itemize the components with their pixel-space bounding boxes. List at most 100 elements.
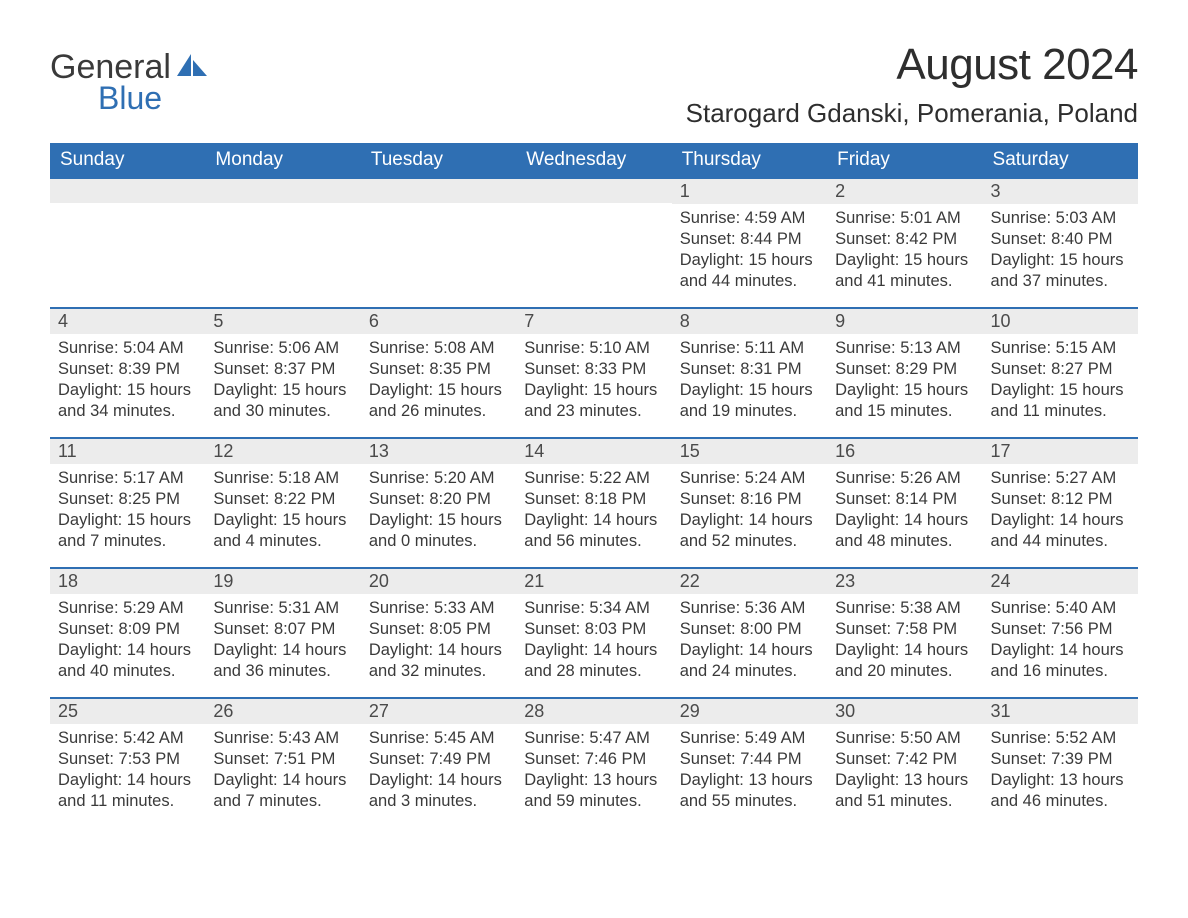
daylight-line: Daylight: 15 hours and 26 minutes. <box>369 380 508 422</box>
daylight-line: Daylight: 14 hours and 32 minutes. <box>369 640 508 682</box>
sunrise-line: Sunrise: 5:06 AM <box>213 338 352 359</box>
daylight-line: Daylight: 14 hours and 24 minutes. <box>680 640 819 682</box>
calendar-week-row: 11Sunrise: 5:17 AMSunset: 8:25 PMDayligh… <box>50 437 1138 567</box>
sunset-line: Sunset: 8:31 PM <box>680 359 819 380</box>
day-number: 16 <box>827 437 982 464</box>
calendar-cell: 20Sunrise: 5:33 AMSunset: 8:05 PMDayligh… <box>361 567 516 697</box>
day-details: Sunrise: 5:08 AMSunset: 8:35 PMDaylight:… <box>361 334 516 428</box>
day-number: 15 <box>672 437 827 464</box>
day-details: Sunrise: 5:22 AMSunset: 8:18 PMDaylight:… <box>516 464 671 558</box>
day-details: Sunrise: 5:15 AMSunset: 8:27 PMDaylight:… <box>983 334 1138 428</box>
calendar-cell <box>516 177 671 307</box>
day-details: Sunrise: 4:59 AMSunset: 8:44 PMDaylight:… <box>672 204 827 298</box>
day-number: 12 <box>205 437 360 464</box>
sunrise-line: Sunrise: 5:22 AM <box>524 468 663 489</box>
sunset-line: Sunset: 8:27 PM <box>991 359 1130 380</box>
sunrise-line: Sunrise: 5:11 AM <box>680 338 819 359</box>
sunset-line: Sunset: 8:12 PM <box>991 489 1130 510</box>
weekday-header: Saturday <box>983 143 1138 177</box>
daylight-line: Daylight: 14 hours and 28 minutes. <box>524 640 663 682</box>
sunset-line: Sunset: 8:22 PM <box>213 489 352 510</box>
sunrise-line: Sunrise: 5:52 AM <box>991 728 1130 749</box>
weekday-header-row: SundayMondayTuesdayWednesdayThursdayFrid… <box>50 143 1138 177</box>
sunrise-line: Sunrise: 5:03 AM <box>991 208 1130 229</box>
sunset-line: Sunset: 7:56 PM <box>991 619 1130 640</box>
sunset-line: Sunset: 8:37 PM <box>213 359 352 380</box>
day-details: Sunrise: 5:43 AMSunset: 7:51 PMDaylight:… <box>205 724 360 818</box>
day-details: Sunrise: 5:11 AMSunset: 8:31 PMDaylight:… <box>672 334 827 428</box>
daylight-line: Daylight: 15 hours and 41 minutes. <box>835 250 974 292</box>
day-details: Sunrise: 5:06 AMSunset: 8:37 PMDaylight:… <box>205 334 360 428</box>
daylight-line: Daylight: 14 hours and 40 minutes. <box>58 640 197 682</box>
day-details: Sunrise: 5:03 AMSunset: 8:40 PMDaylight:… <box>983 204 1138 298</box>
day-number: 4 <box>50 307 205 334</box>
day-details: Sunrise: 5:33 AMSunset: 8:05 PMDaylight:… <box>361 594 516 688</box>
sunset-line: Sunset: 8:03 PM <box>524 619 663 640</box>
daylight-line: Daylight: 14 hours and 7 minutes. <box>213 770 352 812</box>
brand-logo: General Blue <box>50 40 207 117</box>
calendar-cell: 1Sunrise: 4:59 AMSunset: 8:44 PMDaylight… <box>672 177 827 307</box>
sunrise-line: Sunrise: 5:04 AM <box>58 338 197 359</box>
calendar-cell: 9Sunrise: 5:13 AMSunset: 8:29 PMDaylight… <box>827 307 982 437</box>
daylight-line: Daylight: 13 hours and 59 minutes. <box>524 770 663 812</box>
sunrise-line: Sunrise: 5:29 AM <box>58 598 197 619</box>
daylight-line: Daylight: 14 hours and 11 minutes. <box>58 770 197 812</box>
day-details: Sunrise: 5:34 AMSunset: 8:03 PMDaylight:… <box>516 594 671 688</box>
day-details: Sunrise: 5:26 AMSunset: 8:14 PMDaylight:… <box>827 464 982 558</box>
daylight-line: Daylight: 14 hours and 48 minutes. <box>835 510 974 552</box>
day-details: Sunrise: 5:10 AMSunset: 8:33 PMDaylight:… <box>516 334 671 428</box>
day-number: 23 <box>827 567 982 594</box>
sunrise-line: Sunrise: 5:24 AM <box>680 468 819 489</box>
sunset-line: Sunset: 7:49 PM <box>369 749 508 770</box>
calendar-cell: 23Sunrise: 5:38 AMSunset: 7:58 PMDayligh… <box>827 567 982 697</box>
calendar-cell: 24Sunrise: 5:40 AMSunset: 7:56 PMDayligh… <box>983 567 1138 697</box>
calendar-cell: 14Sunrise: 5:22 AMSunset: 8:18 PMDayligh… <box>516 437 671 567</box>
sunset-line: Sunset: 8:35 PM <box>369 359 508 380</box>
calendar-week-row: 4Sunrise: 5:04 AMSunset: 8:39 PMDaylight… <box>50 307 1138 437</box>
calendar-cell: 11Sunrise: 5:17 AMSunset: 8:25 PMDayligh… <box>50 437 205 567</box>
day-details: Sunrise: 5:01 AMSunset: 8:42 PMDaylight:… <box>827 204 982 298</box>
day-details: Sunrise: 5:31 AMSunset: 8:07 PMDaylight:… <box>205 594 360 688</box>
sunset-line: Sunset: 7:46 PM <box>524 749 663 770</box>
calendar-cell: 31Sunrise: 5:52 AMSunset: 7:39 PMDayligh… <box>983 697 1138 827</box>
sunrise-line: Sunrise: 5:15 AM <box>991 338 1130 359</box>
calendar-cell: 4Sunrise: 5:04 AMSunset: 8:39 PMDaylight… <box>50 307 205 437</box>
calendar-cell: 26Sunrise: 5:43 AMSunset: 7:51 PMDayligh… <box>205 697 360 827</box>
sunrise-line: Sunrise: 4:59 AM <box>680 208 819 229</box>
daylight-line: Daylight: 15 hours and 4 minutes. <box>213 510 352 552</box>
calendar-cell: 10Sunrise: 5:15 AMSunset: 8:27 PMDayligh… <box>983 307 1138 437</box>
daylight-line: Daylight: 15 hours and 44 minutes. <box>680 250 819 292</box>
day-number: 14 <box>516 437 671 464</box>
sunset-line: Sunset: 8:00 PM <box>680 619 819 640</box>
day-number: 31 <box>983 697 1138 724</box>
calendar-cell <box>205 177 360 307</box>
daylight-line: Daylight: 14 hours and 56 minutes. <box>524 510 663 552</box>
empty-day-bar <box>50 177 205 203</box>
sunset-line: Sunset: 8:44 PM <box>680 229 819 250</box>
calendar-cell: 16Sunrise: 5:26 AMSunset: 8:14 PMDayligh… <box>827 437 982 567</box>
day-number: 10 <box>983 307 1138 334</box>
day-details: Sunrise: 5:27 AMSunset: 8:12 PMDaylight:… <box>983 464 1138 558</box>
sunrise-line: Sunrise: 5:42 AM <box>58 728 197 749</box>
sunrise-line: Sunrise: 5:18 AM <box>213 468 352 489</box>
calendar-cell: 29Sunrise: 5:49 AMSunset: 7:44 PMDayligh… <box>672 697 827 827</box>
day-number: 26 <box>205 697 360 724</box>
day-number: 7 <box>516 307 671 334</box>
sunset-line: Sunset: 8:33 PM <box>524 359 663 380</box>
calendar-cell: 15Sunrise: 5:24 AMSunset: 8:16 PMDayligh… <box>672 437 827 567</box>
day-number: 29 <box>672 697 827 724</box>
calendar-table: SundayMondayTuesdayWednesdayThursdayFrid… <box>50 143 1138 827</box>
weekday-header: Monday <box>205 143 360 177</box>
sunrise-line: Sunrise: 5:38 AM <box>835 598 974 619</box>
sunrise-line: Sunrise: 5:17 AM <box>58 468 197 489</box>
calendar-cell: 28Sunrise: 5:47 AMSunset: 7:46 PMDayligh… <box>516 697 671 827</box>
sunrise-line: Sunrise: 5:01 AM <box>835 208 974 229</box>
day-details: Sunrise: 5:13 AMSunset: 8:29 PMDaylight:… <box>827 334 982 428</box>
calendar-week-row: 1Sunrise: 4:59 AMSunset: 8:44 PMDaylight… <box>50 177 1138 307</box>
day-details: Sunrise: 5:36 AMSunset: 8:00 PMDaylight:… <box>672 594 827 688</box>
sunrise-line: Sunrise: 5:33 AM <box>369 598 508 619</box>
sunset-line: Sunset: 8:09 PM <box>58 619 197 640</box>
day-details: Sunrise: 5:24 AMSunset: 8:16 PMDaylight:… <box>672 464 827 558</box>
daylight-line: Daylight: 15 hours and 30 minutes. <box>213 380 352 422</box>
day-details: Sunrise: 5:29 AMSunset: 8:09 PMDaylight:… <box>50 594 205 688</box>
